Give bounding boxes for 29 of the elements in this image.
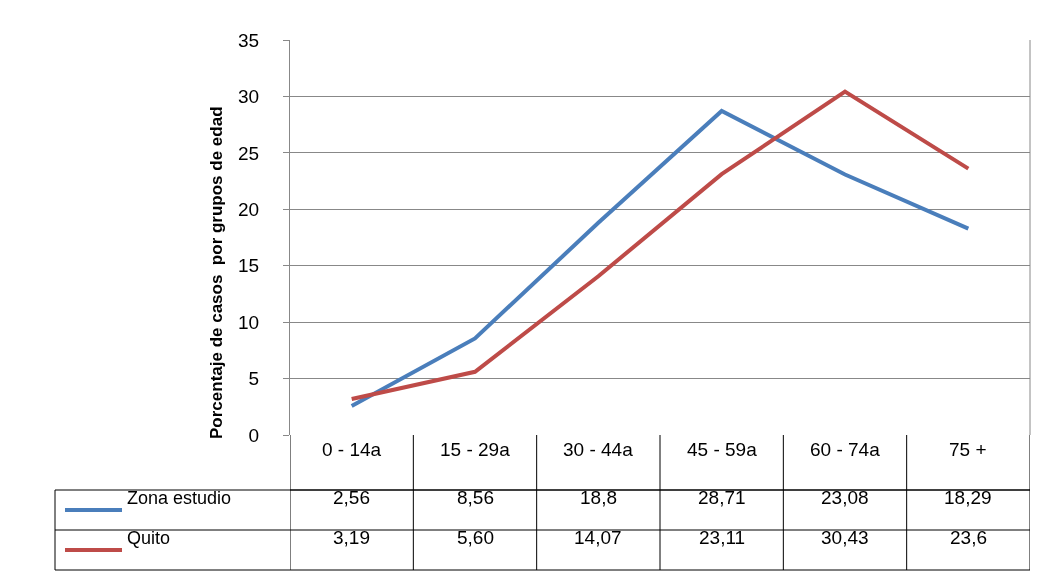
data-label: 23,6: [950, 527, 987, 548]
data-label: 14,07: [574, 527, 622, 548]
legend-label: Zona estudio: [127, 488, 232, 508]
x-tick-label: 0 - 14a: [322, 439, 382, 460]
y-tick-label: 0: [248, 424, 260, 446]
legend-label: Quito: [127, 528, 171, 548]
y-tick-label: 10: [238, 311, 260, 333]
y-tick-label: 20: [238, 198, 260, 220]
data-label: 18,8: [580, 487, 617, 508]
data-label: 23,08: [821, 487, 869, 508]
data-label: 18,29: [944, 487, 992, 508]
data-label: 2,56: [333, 487, 370, 508]
x-tick-label: 45 - 59a: [687, 439, 758, 460]
x-tick-label: 30 - 44a: [563, 439, 634, 460]
y-tick-label: 25: [238, 142, 260, 164]
data-label: 3,19: [333, 527, 370, 548]
y-tick-label: 35: [238, 29, 260, 51]
y-axis-title: Porcentaje de casos por grupos de edad: [207, 106, 226, 439]
x-tick-label: 60 - 74a: [810, 439, 881, 460]
data-label: 30,43: [821, 527, 869, 548]
x-tick-label: 15 - 29a: [440, 439, 511, 460]
data-label: 5,60: [457, 527, 494, 548]
data-label: 23,11: [699, 527, 746, 548]
y-tick-label: 5: [248, 368, 260, 390]
data-label: 28,71: [698, 487, 746, 508]
data-label: 8,56: [457, 487, 494, 508]
x-tick-label: 75 +: [949, 439, 987, 460]
y-tick-label: 30: [238, 86, 260, 108]
y-tick-label: 15: [238, 255, 260, 277]
